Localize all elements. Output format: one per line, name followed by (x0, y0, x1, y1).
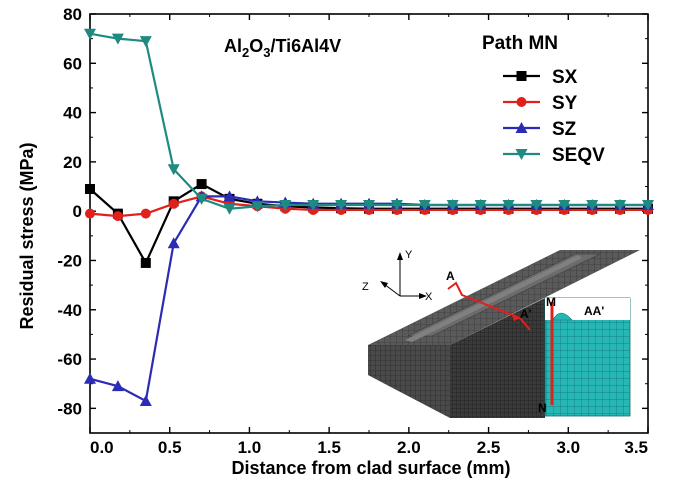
legend-swatch-marker (515, 149, 528, 160)
annotation-part-base: Al (224, 36, 242, 56)
data-point-seqv (139, 36, 152, 48)
legend-swatch-marker (516, 71, 527, 81)
data-point-seqv (614, 200, 627, 212)
legend-item-sz: SZ (503, 119, 577, 140)
data-point-sy (112, 211, 123, 222)
data-point-sz (139, 394, 152, 406)
data-point-seqv (223, 203, 236, 215)
data-point-seqv (279, 200, 292, 212)
legend-items: SX SY SZ SEQV (503, 67, 605, 166)
axis-ticks (89, 13, 649, 434)
data-point-sz (111, 380, 124, 392)
data-point-sx (85, 183, 95, 194)
annotation-sub-2: 3 (263, 45, 270, 60)
data-point-sy (168, 198, 179, 209)
data-point-seqv (167, 164, 180, 176)
y-tick-labels: 80 60 40 20 0 -20 -40 -60 -80 (57, 5, 82, 418)
y-tick-label: 80 (63, 5, 82, 24)
data-point-seqv (642, 200, 654, 212)
inset-model-illustration: Y X Z (362, 249, 640, 418)
data-point-sz (167, 237, 180, 249)
data-point-sz (223, 190, 236, 202)
series-layer (84, 28, 654, 406)
point-a-prime-label: A' (520, 307, 532, 321)
y-tick-label: -80 (57, 399, 82, 418)
axis-y-label: Y (405, 249, 413, 261)
data-point-seqv (530, 200, 543, 212)
x-tick-label: 0.5 (158, 438, 182, 457)
data-point-seqv (558, 200, 571, 212)
y-tick-label: -40 (57, 301, 82, 320)
data-point-sy (140, 208, 151, 219)
annotation-part-rest: /Ti6Al4V (270, 36, 341, 56)
axis-x-label: X (425, 291, 433, 303)
y-tick-label: 0 (73, 202, 82, 221)
series-seqv (84, 28, 654, 215)
y-tick-label: 40 (63, 104, 82, 123)
data-point-sx (140, 257, 151, 268)
data-point-seqv (195, 193, 208, 205)
x-tick-labels: 0.0 0.5 1.0 1.5 2.0 2.5 3.0 3.5 (90, 438, 648, 457)
data-point-seqv (363, 200, 375, 212)
data-point-seqv (251, 201, 264, 213)
data-point-seqv (418, 200, 431, 212)
legend-swatch-marker (515, 122, 528, 133)
section-aa-label: AA' (584, 304, 604, 318)
legend-item-seqv: SEQV (503, 145, 605, 166)
x-tick-label: 2.5 (477, 438, 501, 457)
x-tick-label: 3.5 (624, 438, 648, 457)
data-point-seqv (446, 200, 459, 212)
axis-z-label: Z (362, 281, 369, 293)
x-tick-label: 3.0 (556, 438, 580, 457)
x-tick-label: 1.5 (317, 438, 341, 457)
data-point-seqv (335, 200, 348, 212)
y-tick-label: 60 (63, 54, 82, 73)
legend-label: SEQV (552, 145, 605, 166)
x-tick-label: 1.0 (238, 438, 262, 457)
annotation-part-mid: O (249, 36, 263, 56)
y-axis-title: Residual stress (MPa) (17, 142, 37, 329)
legend-label: SY (552, 93, 578, 114)
data-point-seqv (586, 200, 599, 212)
data-point-sx (196, 179, 207, 190)
x-tick-label: 2.0 (397, 438, 421, 457)
data-point-seqv (474, 200, 487, 212)
point-m-label: M (546, 295, 556, 309)
legend-label: SZ (552, 119, 577, 140)
data-point-sy (85, 208, 95, 219)
point-n-label: N (538, 401, 547, 415)
data-point-seqv (307, 200, 320, 212)
data-point-sz (84, 372, 96, 384)
x-axis-title: Distance from clad surface (mm) (231, 458, 510, 478)
annotation-sub-1: 2 (242, 45, 249, 60)
mesh-block-icon (368, 250, 640, 418)
x-tick-label: 0.0 (90, 438, 114, 457)
legend-item-sx: SX (503, 67, 578, 88)
data-point-seqv (502, 200, 515, 212)
legend-label: SX (552, 67, 578, 88)
legend: Path MN SX SY SZ SEQV (482, 33, 605, 166)
legend-swatch-marker (516, 97, 527, 107)
legend-item-sy: SY (503, 93, 578, 114)
coordinate-axes-icon: Y X Z (362, 249, 433, 303)
data-point-seqv (111, 33, 124, 45)
data-point-seqv (84, 28, 96, 40)
y-tick-label: 20 (63, 153, 82, 172)
y-tick-label: -60 (57, 350, 82, 369)
material-annotation: Al2O3/Ti6Al4V (224, 36, 341, 60)
legend-title: Path MN (482, 33, 558, 54)
y-tick-label: -20 (57, 251, 82, 270)
data-point-seqv (390, 200, 403, 212)
point-a-label: A (446, 269, 455, 283)
